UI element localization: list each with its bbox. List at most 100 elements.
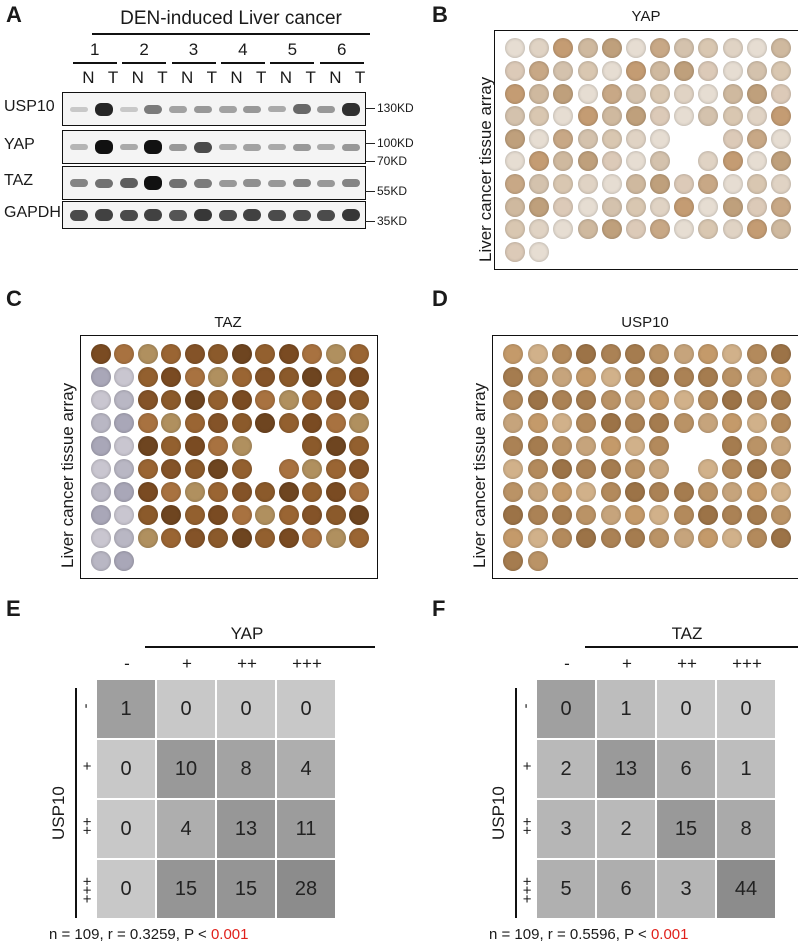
column-header: + [182,654,192,673]
row-header: +++ [518,877,535,904]
tissue-core [770,343,791,364]
marker-label: 100KD [377,136,414,150]
tissue-core [503,550,524,571]
tissue-core [325,366,346,387]
tissue-core [208,527,229,548]
sample-underline [122,62,167,64]
tissue-core [231,366,252,387]
table-cell: 15 [217,860,275,918]
tissue-core [576,435,597,456]
tissue-core [527,366,548,387]
table-cell: 0 [717,680,775,738]
table-cell: 3 [657,860,715,918]
tissue-core [576,504,597,525]
tissue-core [208,412,229,433]
tissue-core [770,106,791,127]
blot-strip [62,130,366,164]
tissue-core [722,435,743,456]
stats-text: n = 109, r = 0.5596, P < [489,926,651,943]
tissue-core [698,219,719,240]
tissue-core [278,527,299,548]
tissue-core [698,106,719,127]
table-header: TAZ [671,624,703,643]
row-header: ++ [518,817,535,835]
tissue-core [302,366,323,387]
tissue-core [137,481,158,502]
tissue-core [255,343,276,364]
tissue-core [505,128,526,149]
blot-band [70,179,89,187]
marker-label: 55KD [377,184,408,198]
tissue-core [325,343,346,364]
table-cell: 2 [537,740,595,798]
tissue-core [698,173,719,194]
tissue-core [505,241,526,262]
tissue-core [137,504,158,525]
tissue-core [770,196,791,217]
column-header: ++ [237,654,257,673]
tissue-core [697,389,718,410]
tissue-core [184,504,205,525]
marker-tick [365,108,375,109]
tissue-core [673,527,694,548]
array-title: YAP [631,8,661,25]
tissue-core [673,504,694,525]
tissue-core [746,196,767,217]
tissue-core [722,38,743,59]
tissue-core [624,389,645,410]
tissue-core [137,435,158,456]
tissue-core [114,435,135,456]
tissue-core [349,366,370,387]
blot-row-label: USP10 [4,98,55,115]
tissue-core [649,458,670,479]
sample-number: 2 [139,40,149,59]
tissue-core [600,435,621,456]
tissue-core [576,343,597,364]
tissue-core [674,60,695,81]
tissue-core [625,151,646,172]
array-ylabel: Liver cancer tissue array [58,382,77,568]
blot-band [218,105,237,113]
table-cell: 0 [97,740,155,798]
tissue-core [650,106,671,127]
tissue-core [505,83,526,104]
tissue-core [650,83,671,104]
p-value: 0.001 [650,926,689,943]
tissue-core [184,481,205,502]
tissue-core [674,196,695,217]
tissue-core [698,151,719,172]
tissue-core [349,435,370,456]
tissue-core [553,60,574,81]
blot-row-label: YAP [4,136,35,153]
tissue-core [624,343,645,364]
tissue-core [325,481,346,502]
tissue-core [231,458,252,479]
blot-band [218,144,237,150]
tissue-core [349,389,370,410]
tissue-core [601,151,622,172]
table-cell: 8 [717,800,775,858]
tissue-core [722,481,743,502]
tissue-core [349,343,370,364]
blot-band [292,179,311,187]
tissue-core [600,458,621,479]
array-frame [494,30,798,270]
tissue-core [746,60,767,81]
tissue-core [184,458,205,479]
tissue-core [697,366,718,387]
tissue-core [698,60,719,81]
column-header: + [622,654,632,673]
sample-number: 1 [89,40,100,59]
column-header: ++ [677,654,697,673]
tissue-core [770,527,791,548]
tissue-core [770,38,791,59]
tissue-core [255,366,276,387]
tissue-core [624,504,645,525]
tissue-core [577,106,598,127]
lane-label: N [230,68,243,87]
tissue-core [674,106,695,127]
tissue-core [527,412,548,433]
blot-band [193,141,212,153]
tissue-core [551,504,572,525]
blot-band [169,143,188,151]
